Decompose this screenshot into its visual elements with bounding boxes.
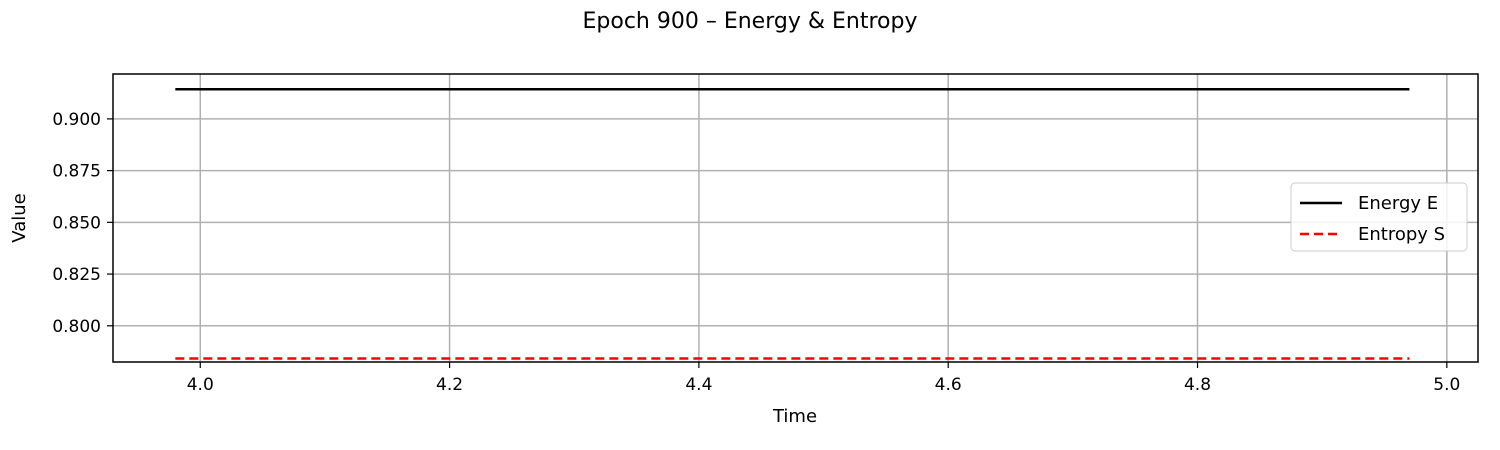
legend-label-entropy: Entropy S xyxy=(1358,224,1445,245)
x-tick-label: 5.0 xyxy=(1433,375,1460,395)
x-tick-label: 4.4 xyxy=(685,375,712,395)
y-tick-label: 0.900 xyxy=(52,110,101,130)
chart-title: Epoch 900 – Energy & Entropy xyxy=(583,9,918,34)
series-layer xyxy=(175,88,1410,360)
y-tick-label: 0.875 xyxy=(52,162,101,182)
ticks-layer: 4.0 4.2 4.4 4.6 4.8 5.0 0.800 0.825 0.850 0.875 0.… xyxy=(52,110,1460,395)
x-tick-label: 4.6 xyxy=(935,375,962,395)
y-axis-label: Value xyxy=(9,193,30,242)
x-axis-label: Time xyxy=(772,406,817,427)
legend: Energy E Entropy S xyxy=(1290,182,1468,252)
plot-frame xyxy=(112,73,1479,363)
grid-layer xyxy=(113,74,1478,362)
y-tick-label: 0.850 xyxy=(52,213,101,233)
x-tick-label: 4.8 xyxy=(1184,375,1211,395)
y-tick-label: 0.800 xyxy=(52,317,101,337)
x-tick-label: 4.0 xyxy=(187,375,214,395)
legend-label-energy: Energy E xyxy=(1358,193,1438,214)
x-tick-label: 4.2 xyxy=(436,375,463,395)
y-tick-label: 0.825 xyxy=(52,265,101,285)
